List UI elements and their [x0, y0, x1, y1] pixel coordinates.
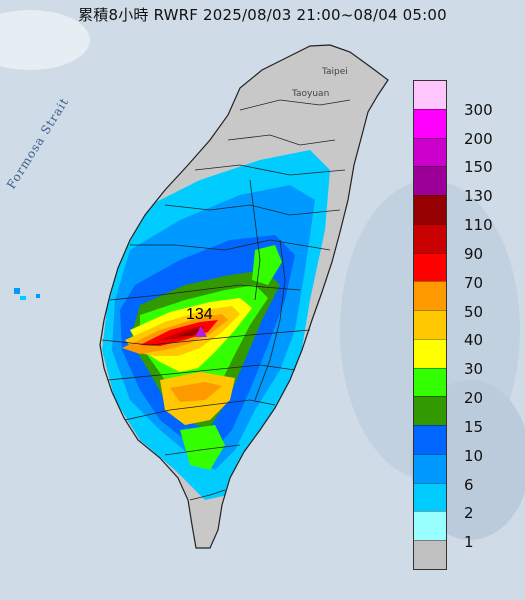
legend-label: 90: [464, 244, 484, 263]
legend-label: 50: [464, 302, 484, 321]
legend-label: 6: [464, 475, 474, 494]
cloud-patch: [0, 10, 90, 70]
legend-swatch: [414, 166, 446, 196]
county-boundaries: [99, 44, 389, 549]
city-label-taipei: Taipei: [322, 67, 348, 77]
rain-band-south-green: [180, 425, 225, 470]
sea-echo: [14, 288, 20, 294]
color-legend: [413, 80, 447, 570]
max-value-marker-icon: [195, 326, 207, 337]
legend-swatch: [414, 425, 446, 454]
legend-swatch: [414, 223, 446, 253]
legend-labels: 300 200 150 130 110 90 70 50 40 30 20 15 10 6 2 1: [452, 80, 512, 570]
legend-label: 110: [464, 216, 493, 235]
legend-swatch: [414, 252, 446, 282]
legend-swatch: [414, 108, 446, 138]
legend-label: 130: [464, 187, 493, 206]
legend-label: 40: [464, 331, 484, 350]
legend-label: 30: [464, 360, 484, 379]
legend-swatch: [414, 281, 446, 311]
legend-label: 300: [464, 100, 493, 119]
legend-label: 2: [464, 504, 474, 523]
rain-band-90mm: [160, 325, 205, 340]
city-label-taoyuan: Taoyuan: [292, 89, 330, 99]
legend-swatch: [414, 511, 446, 541]
legend-swatch: [414, 81, 446, 109]
legend-swatch: [414, 540, 446, 570]
legend-label: 70: [464, 273, 484, 292]
legend-swatch: [414, 310, 446, 339]
legend-swatch: [414, 396, 446, 426]
legend-label: 20: [464, 389, 484, 408]
sea-echo: [20, 296, 26, 300]
legend-swatch: [414, 137, 446, 167]
legend-label: 15: [464, 417, 484, 436]
legend-swatch: [414, 453, 446, 483]
max-value-label: 134: [186, 306, 213, 323]
legend-swatch: [414, 195, 446, 224]
legend-swatch: [414, 482, 446, 512]
rain-band-south-red: [170, 382, 222, 402]
legend-label: 1: [464, 533, 474, 552]
sea-echo: [36, 294, 40, 298]
legend-label: 10: [464, 446, 484, 465]
legend-swatch: [414, 367, 446, 397]
map-title: 累積8小時 RWRF 2025/08/03 21:00~08/04 05:00: [78, 6, 447, 24]
legend-label: 150: [464, 158, 493, 177]
legend-swatch: [414, 338, 446, 368]
legend-label: 200: [464, 129, 493, 148]
